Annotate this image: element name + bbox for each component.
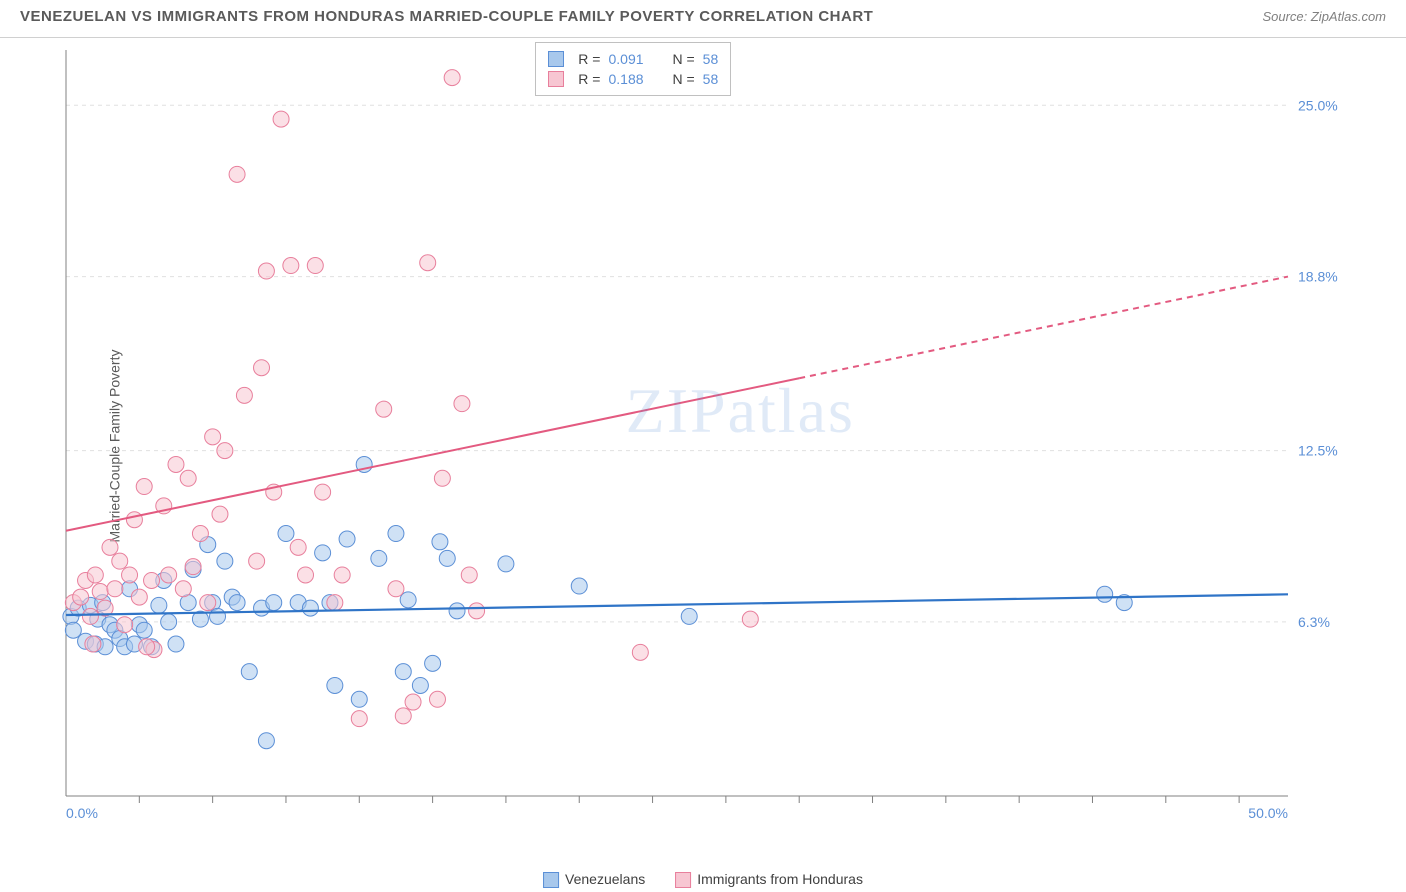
svg-text:18.8%: 18.8% [1298,269,1338,285]
svg-text:12.5%: 12.5% [1298,443,1338,459]
legend-swatch [548,51,564,67]
legend-swatch [543,872,559,888]
svg-text:6.3%: 6.3% [1298,614,1330,630]
legend-label: Venezuelans [565,871,645,887]
n-label: N = [672,51,694,67]
n-value: 58 [703,51,719,67]
r-value: 0.188 [608,71,654,87]
correlation-legend: R = 0.091 N = 58 R = 0.188 N = 58 [535,42,731,96]
series-legend: Venezuelans Immigrants from Honduras [543,871,863,888]
chart-source: Source: ZipAtlas.com [1262,9,1386,24]
r-label: R = [578,71,600,87]
r-value: 0.091 [608,51,654,67]
scatter-plot: 6.3% 12.5% 18.8% 25.0% 0.0% 50.0% [58,42,1348,832]
svg-text:50.0%: 50.0% [1248,805,1288,821]
chart-title: VENEZUELAN VS IMMIGRANTS FROM HONDURAS M… [20,8,873,25]
chart-area: 6.3%12.5%18.8%25.0%0.0%50.0% ZIPatlas R … [58,42,1348,832]
n-label: N = [672,71,694,87]
r-label: R = [578,51,600,67]
legend-label: Immigrants from Honduras [697,871,863,887]
chart-container: VENEZUELAN VS IMMIGRANTS FROM HONDURAS M… [0,0,1406,892]
svg-text:25.0%: 25.0% [1298,97,1338,113]
legend-swatch [548,71,564,87]
n-value: 58 [703,71,719,87]
legend-row: R = 0.188 N = 58 [548,69,718,89]
legend-swatch [675,872,691,888]
legend-item: Immigrants from Honduras [675,871,863,888]
legend-row: R = 0.091 N = 58 [548,49,718,69]
legend-item: Venezuelans [543,871,645,888]
chart-header: VENEZUELAN VS IMMIGRANTS FROM HONDURAS M… [0,0,1406,38]
svg-text:0.0%: 0.0% [66,805,98,821]
